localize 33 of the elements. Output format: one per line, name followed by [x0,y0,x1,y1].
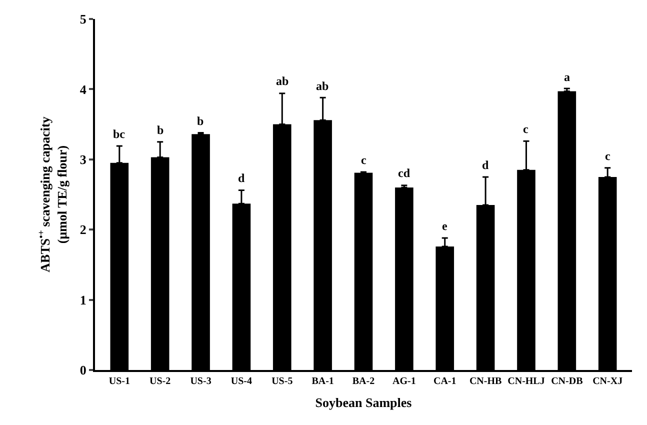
annotation: b [197,114,204,128]
annotation: cd [398,166,410,180]
x-tick-label: BA-1 [312,376,334,387]
annotation: d [238,171,245,185]
x-tick-label: CN-XJ [592,376,623,387]
y-tick-label: 5 [80,12,87,27]
y-tick-label: 3 [80,152,87,167]
x-tick-label: CN-HLJ [508,376,545,387]
x-tick-label: BA-2 [352,376,375,387]
y-tick-label: 2 [80,222,86,238]
x-tick-label: CN-HB [469,376,502,387]
x-tick-label: US-1 [108,376,130,387]
y-tick-label: 1 [80,292,86,308]
annotation: bc [113,127,126,141]
annotation: c [605,149,611,163]
annotation: a [564,70,570,84]
annotation: c [361,153,367,167]
x-tick-label: US-2 [150,376,171,387]
x-tick-label: US-4 [230,376,252,387]
x-tick-label: CN-DB [551,376,584,387]
annotation: ab [316,79,329,93]
annotation: b [157,123,164,137]
x-tick-label: AG-1 [392,376,416,387]
annotation: e [442,219,448,233]
y-tick-label: 4 [80,82,87,97]
x-tick-label: US-3 [190,376,212,387]
annotation: c [523,122,529,136]
x-tick-label: CA-1 [433,376,456,387]
x-tick-label: US-5 [272,376,293,387]
annotation: d [482,158,489,172]
x-axis-title: Soybean Samples [315,395,412,410]
annotation: ab [276,74,289,88]
y-tick-label: 0 [80,362,86,378]
